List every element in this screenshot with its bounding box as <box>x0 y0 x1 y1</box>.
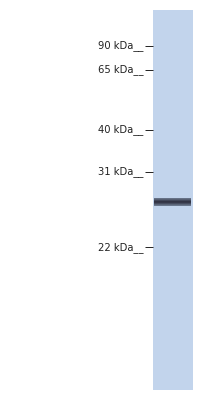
Text: 31 kDa__: 31 kDa__ <box>98 166 143 178</box>
Text: 22 kDa__: 22 kDa__ <box>97 242 143 253</box>
Bar <box>153 10 192 390</box>
Text: 40 kDa__: 40 kDa__ <box>98 124 143 136</box>
Text: 90 kDa__: 90 kDa__ <box>98 40 143 52</box>
Text: 65 kDa__: 65 kDa__ <box>97 64 143 76</box>
